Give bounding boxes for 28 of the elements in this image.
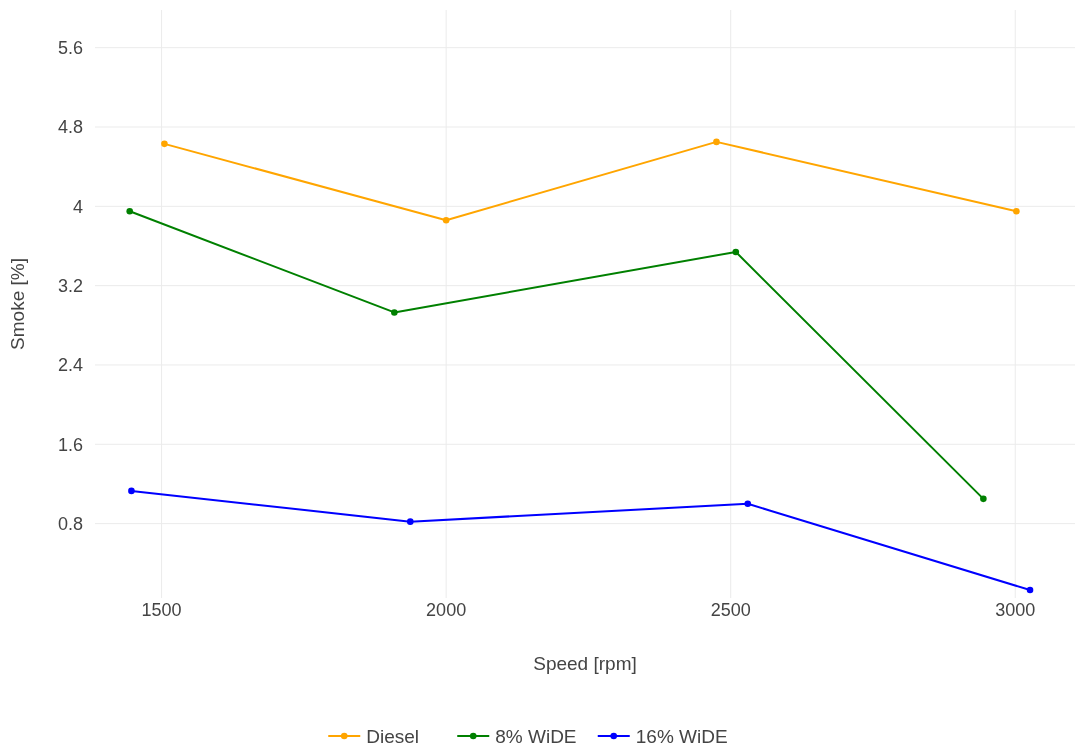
x-tick-label: 2000 — [426, 600, 467, 620]
point — [391, 309, 398, 316]
x-tick-label: 1500 — [141, 600, 182, 620]
point — [744, 500, 752, 508]
point — [128, 487, 135, 495]
point — [980, 495, 987, 503]
y-axis-title: Smoke [%] — [7, 258, 28, 350]
legend-label: 8% WiDE — [495, 725, 577, 747]
point — [1026, 586, 1034, 594]
x-tick-label: 2500 — [710, 600, 751, 620]
y-tick-label: 4.8 — [57, 117, 83, 138]
point — [406, 518, 414, 525]
legend-label: 16% WiDE — [635, 725, 728, 747]
point — [1013, 207, 1020, 215]
point — [732, 248, 740, 256]
legend-label: Diesel — [366, 725, 420, 747]
point — [126, 207, 134, 215]
y-tick-label: 3.2 — [57, 275, 83, 296]
y-tick-label: 5.6 — [57, 37, 83, 58]
y-tick-label: 2.4 — [57, 355, 83, 376]
y-tick-label: 1.6 — [57, 434, 83, 455]
y-tick-label: 4 — [72, 196, 83, 217]
point — [713, 138, 720, 146]
x-axis-title: Speed [rpm] — [533, 653, 637, 674]
x-tick-label: 3000 — [995, 600, 1036, 620]
y-tick-label: 0.8 — [57, 513, 83, 534]
point — [161, 140, 168, 148]
point — [442, 216, 450, 224]
